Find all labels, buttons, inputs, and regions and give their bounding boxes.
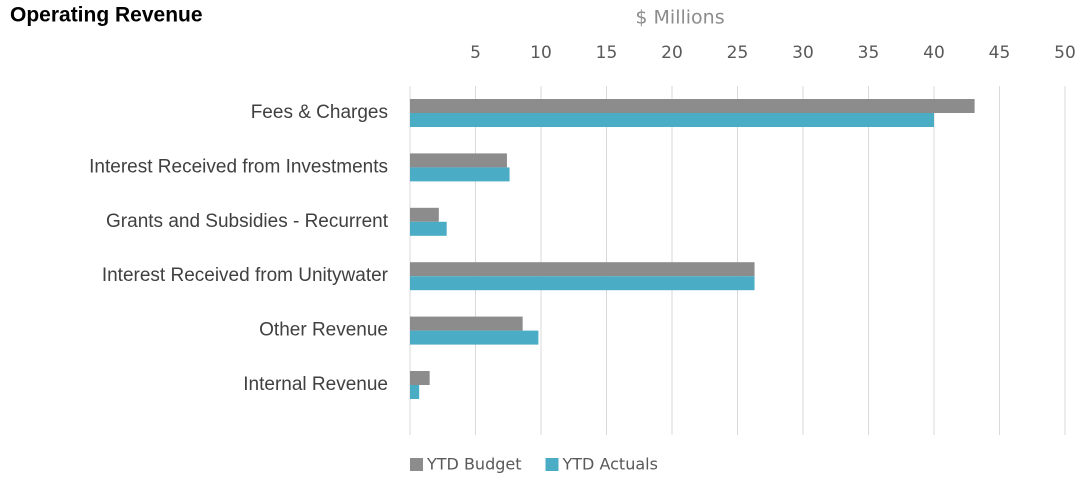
legend-label: YTD Actuals bbox=[562, 455, 658, 474]
y-tick-label: Other Revenue bbox=[259, 320, 388, 341]
bar bbox=[410, 221, 447, 236]
y-tick-label: Grants and Subsidies - Recurrent bbox=[106, 211, 389, 232]
y-tick-label: Interest Received from Investments bbox=[89, 156, 388, 177]
bar bbox=[410, 113, 934, 127]
bar bbox=[410, 385, 420, 399]
x-tick-label: 30 bbox=[792, 43, 814, 63]
bar bbox=[410, 99, 975, 113]
legend-swatch bbox=[545, 458, 559, 471]
x-tick-label: 25 bbox=[727, 43, 749, 63]
bar bbox=[410, 262, 755, 277]
bar bbox=[410, 153, 507, 168]
x-tick-label: 15 bbox=[596, 43, 618, 63]
axis-title: $ Millions bbox=[635, 7, 724, 29]
y-tick-label: Fees & Charges bbox=[251, 102, 388, 123]
chart-title: Operating Revenue bbox=[10, 4, 203, 27]
x-tick-label: 50 bbox=[1054, 43, 1076, 63]
bar bbox=[410, 316, 523, 331]
x-tick-label: 40 bbox=[923, 43, 945, 63]
bar bbox=[410, 276, 755, 291]
x-tick-label: 5 bbox=[470, 43, 481, 63]
x-tick-label: 45 bbox=[989, 43, 1011, 63]
bar bbox=[410, 207, 439, 222]
bar bbox=[410, 330, 539, 345]
bar bbox=[410, 167, 510, 182]
x-tick-label: 20 bbox=[661, 43, 683, 63]
legend-label: YTD Budget bbox=[426, 455, 522, 474]
x-tick-label: 35 bbox=[858, 43, 880, 63]
bar bbox=[410, 371, 430, 385]
x-tick-label: 10 bbox=[530, 43, 552, 63]
legend-swatch bbox=[410, 458, 423, 471]
y-tick-label: Interest Received from Unitywater bbox=[102, 265, 389, 286]
y-tick-label: Internal Revenue bbox=[243, 374, 388, 395]
